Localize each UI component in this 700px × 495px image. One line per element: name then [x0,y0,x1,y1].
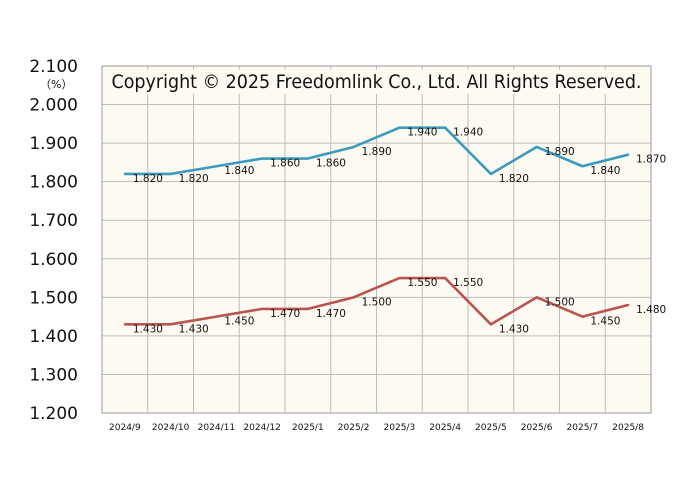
data-label: 1.450 [590,316,620,328]
x-axis: 2024/9 2024/10 2024/11 2024/12 2025/1 2025/2 2… [109,423,644,433]
series-line [124,276,629,326]
series-line [124,126,629,176]
data-label: 1.890 [545,146,575,158]
y-unit-label: （%） [40,78,72,91]
data-point [489,323,493,326]
y-tick-label: 1.300 [29,365,78,385]
data-point [123,323,127,326]
x-tick-label: 2025/3 [384,423,416,433]
data-point [352,145,355,149]
y-tick-label: 2.000 [29,96,78,116]
series-group: 1.820 1.820 1.840 1.860 1.860 1.890 1.940 1.940… [123,126,666,335]
copyright-watermark: Copyright © 2025 Freedomlink Co., Ltd. A… [112,71,642,93]
x-tick-label: 2025/4 [429,423,461,433]
data-label: 1.890 [362,146,392,158]
x-tick-label: 2025/8 [612,423,644,433]
data-label: 1.550 [407,277,437,289]
data-point [169,172,172,176]
data-label: 1.860 [316,158,346,170]
data-label: 1.840 [224,165,254,177]
data-label: 1.430 [499,323,529,335]
x-tick-label: 2025/7 [567,423,599,433]
data-point [581,315,584,318]
x-tick-label: 2024/12 [243,423,280,433]
data-label: 1.470 [316,308,346,320]
data-point [626,303,630,307]
y-axis: 1.200 1.300 1.400 1.500 1.600 1.700 1.800 1.900… [29,57,78,424]
data-label: 1.940 [453,127,483,139]
x-tick-label: 2025/1 [292,423,324,433]
data-label: 1.430 [133,323,163,335]
data-point [215,315,218,318]
x-tick-label: 2025/6 [521,423,553,433]
data-point [398,276,401,280]
data-label: 1.820 [499,173,529,185]
data-label: 1.480 [636,304,666,316]
data-point [626,153,630,156]
data-label: 1.450 [224,316,254,328]
y-tick-label: 1.800 [29,173,78,193]
series-1: 1.820 1.820 1.840 1.860 1.860 1.890 1.940 1.940… [123,126,666,185]
data-point [306,157,310,160]
data-label: 1.860 [270,158,300,170]
data-label: 1.500 [545,296,575,308]
data-point [581,165,584,168]
data-label: 1.500 [362,296,392,308]
data-point [260,157,264,160]
data-point [398,126,401,129]
y-tick-label: 1.900 [29,134,78,154]
data-point [169,323,172,326]
data-point [535,145,538,149]
y-tick-label: 2.100 [29,57,78,77]
watermark-background [108,70,644,94]
data-point [443,126,447,129]
y-tick-label: 1.400 [29,327,78,347]
data-point [443,276,447,280]
data-label: 1.430 [179,323,209,335]
x-tick-label: 2025/5 [475,423,507,433]
x-tick-label: 2024/11 [198,423,235,433]
data-point [123,172,127,176]
grid [101,65,652,414]
x-tick-label: 2024/9 [109,423,141,433]
data-label: 1.550 [453,277,483,289]
data-label: 1.870 [636,154,666,166]
data-label: 1.470 [270,308,300,320]
x-tick-label: 2025/2 [338,423,370,433]
series-2: 1.430 1.430 1.450 1.470 1.470 1.500 1.550 1.550… [123,276,666,335]
y-tick-label: 1.500 [29,288,78,308]
y-tick-label: 1.700 [29,211,78,231]
plot-border [101,65,652,414]
y-tick-label: 1.200 [29,404,78,424]
data-label: 1.820 [179,173,209,185]
data-label: 1.940 [407,127,437,139]
data-label: 1.840 [590,165,620,177]
x-tick-label: 2024/10 [152,423,190,433]
data-point [352,296,355,299]
data-point [535,296,538,299]
data-label: 1.820 [133,173,163,185]
y-tick-label: 1.600 [29,250,78,270]
data-point [489,172,493,176]
data-point [215,165,218,168]
data-point [306,307,310,311]
data-point [260,307,264,311]
